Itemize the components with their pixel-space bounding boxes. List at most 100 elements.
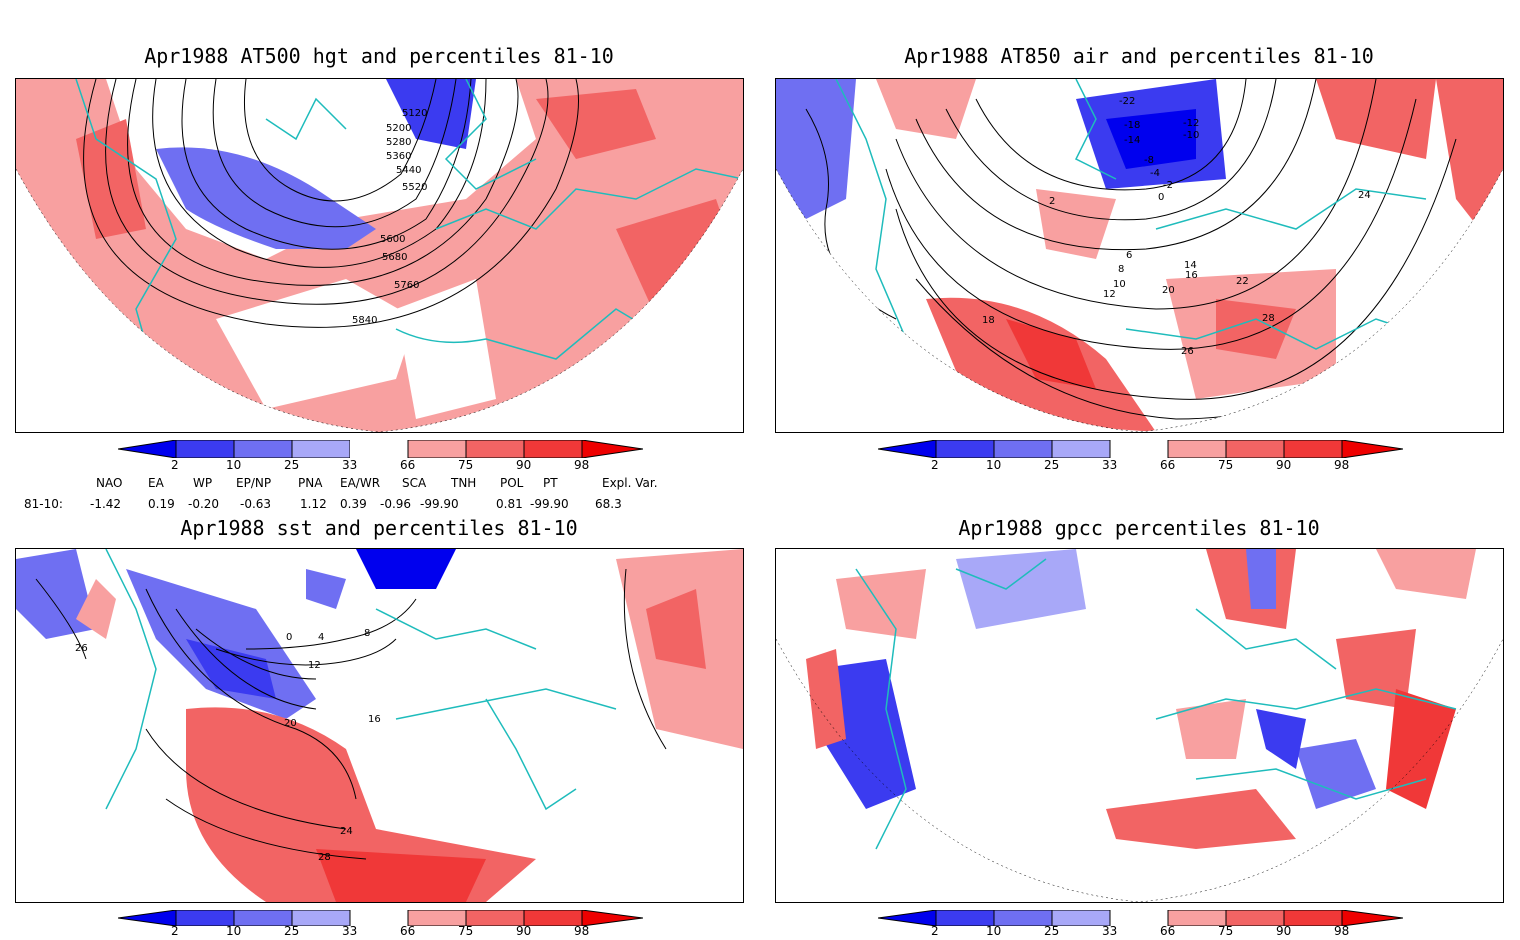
contour-label: -22 (1119, 96, 1136, 107)
contour-label: 16 (1185, 270, 1198, 281)
cb-label: 25 (284, 458, 300, 472)
cb-label: 75 (458, 924, 474, 938)
cb-label: 25 (284, 924, 300, 938)
cb-label: 2 (931, 924, 939, 938)
cb-label: 75 (1218, 924, 1234, 938)
index-name: EA/WR (340, 476, 381, 490)
contour-label: -2 (1163, 180, 1173, 191)
contour-label: 5360 (386, 151, 412, 162)
contour-label: 24 (340, 826, 353, 837)
contour-label: 28 (1262, 313, 1275, 324)
cb-label: 98 (574, 924, 590, 938)
contour-label: -18 (1124, 120, 1141, 131)
contour-label: 10 (1113, 279, 1126, 290)
contour-label: 4 (318, 632, 325, 643)
index-value: 0.81 (496, 497, 523, 511)
contour-label: -12 (1183, 118, 1200, 129)
contour-label: 5200 (386, 123, 412, 134)
index-name: PNA (298, 476, 323, 490)
index-value: 68.3 (595, 497, 622, 511)
cb-label: 25 (1044, 458, 1060, 472)
cb-label: 33 (342, 458, 358, 472)
index-value: -0.63 (240, 497, 272, 511)
contour-label: 5120 (402, 108, 428, 119)
cb-label: 66 (400, 458, 416, 472)
contour-label: 16 (368, 714, 381, 725)
index-value: -1.42 (90, 497, 122, 511)
cb-label: 66 (1160, 458, 1176, 472)
panel-title-air: Apr1988 AT850 air and percentiles 81-10 (904, 44, 1374, 68)
index-name: WP (193, 476, 213, 490)
cb-label: 33 (342, 924, 358, 938)
cb-label: 90 (516, 924, 532, 938)
cb-label: 10 (226, 458, 242, 472)
index-name: PT (543, 476, 558, 490)
panel-title-gpcc: Apr1988 gpcc percentiles 81-10 (958, 516, 1320, 540)
index-name: NAO (96, 476, 123, 490)
contour-label: 5440 (396, 165, 422, 176)
contour-label: -4 (1150, 168, 1160, 179)
contour-label: 5760 (394, 280, 420, 291)
cb-label: 33 (1102, 458, 1118, 472)
contour-label: 5600 (380, 234, 406, 245)
contour-label: 0 (286, 632, 293, 643)
contour-label: 0 (1158, 192, 1165, 203)
contour-label: 5840 (352, 315, 378, 326)
contour-label: 2 (1049, 196, 1056, 207)
index-value: -0.96 (380, 497, 412, 511)
index-name: EP/NP (236, 476, 272, 490)
index-value: 0.39 (340, 497, 367, 511)
cb-label: 98 (1334, 458, 1350, 472)
contour-label: 5280 (386, 137, 412, 148)
index-name: EA (148, 476, 164, 490)
cb-label: 66 (400, 924, 416, 938)
contour-label: 5520 (402, 182, 428, 193)
colorbar-gpcc: 2 10 25 33 66 75 90 98 (877, 909, 1404, 940)
index-value: -99.90 (530, 497, 569, 511)
index-name: SCA (402, 476, 427, 490)
index-value: 1.12 (300, 497, 327, 511)
index-name: Expl. Var. (602, 476, 658, 490)
panel-title-hgt: Apr1988 AT500 hgt and percentiles 81-10 (144, 44, 614, 68)
cb-label: 33 (1102, 924, 1118, 938)
index-name: POL (500, 476, 524, 490)
cb-label: 2 (931, 458, 939, 472)
cb-label: 10 (986, 458, 1002, 472)
contour-label: 8 (364, 628, 371, 639)
contour-label: 26 (1181, 346, 1194, 357)
contour-label: 22 (1236, 276, 1249, 287)
index-row-label: 81-10: (24, 497, 63, 511)
map-gpcc[interactable] (775, 548, 1504, 903)
contour-label: 5680 (382, 252, 408, 263)
cb-label: 2 (171, 924, 179, 938)
index-value: -99.90 (420, 497, 459, 511)
contour-label: 6 (1126, 250, 1133, 261)
contour-label: 12 (1103, 289, 1116, 300)
cb-label: 2 (171, 458, 179, 472)
contour-label: -14 (1124, 135, 1141, 146)
colorbar-sst: 2 10 25 33 66 75 90 98 (117, 909, 644, 940)
cb-label: 10 (226, 924, 242, 938)
cb-label: 90 (516, 458, 532, 472)
cb-label: 90 (1276, 924, 1292, 938)
contour-label: -8 (1144, 155, 1154, 166)
cb-label: 66 (1160, 924, 1176, 938)
map-sst[interactable] (15, 548, 744, 903)
contour-label: 14 (1184, 260, 1197, 271)
map-hgt[interactable] (15, 78, 744, 433)
cb-label: 25 (1044, 924, 1060, 938)
cb-label: 10 (986, 924, 1002, 938)
contour-label: 26 (75, 643, 88, 654)
map-air[interactable] (775, 78, 1504, 433)
cb-label: 90 (1276, 458, 1292, 472)
colorbar-air: 2 10 25 33 66 75 90 98 (877, 439, 1404, 480)
contour-label: 12 (308, 660, 321, 671)
contour-label: 28 (318, 852, 331, 863)
contour-label: -10 (1183, 130, 1200, 141)
index-value: 0.19 (148, 497, 175, 511)
cb-label: 98 (1334, 924, 1350, 938)
contour-label: 8 (1118, 264, 1125, 275)
colorbar-hgt: 2 10 25 33 66 75 90 98 (117, 439, 644, 480)
contour-label: 20 (1162, 285, 1175, 296)
index-value: -0.20 (188, 497, 220, 511)
